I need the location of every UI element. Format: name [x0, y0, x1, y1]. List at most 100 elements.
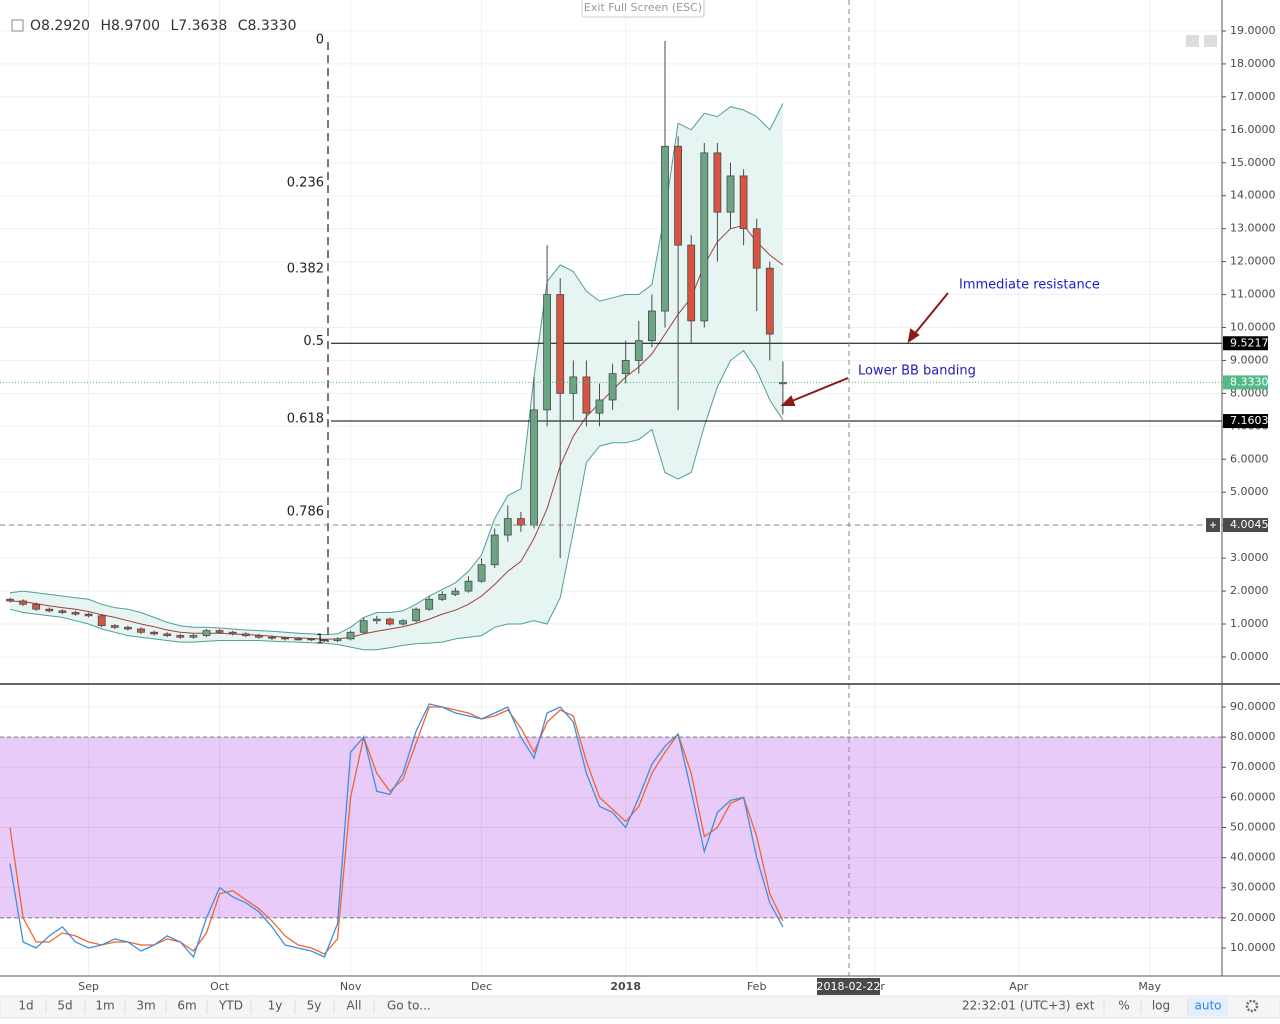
y-tick-label: 16.0000 [1230, 123, 1276, 136]
bb-lower [9, 349, 784, 651]
candle-body [412, 608, 421, 622]
stoch-d [9, 706, 784, 955]
y-tick-label: 10.0000 [1230, 941, 1276, 954]
candle-body [45, 608, 54, 612]
ohlc-prefix: L [170, 18, 178, 34]
annotation-arrows [780, 292, 949, 406]
candle-body [752, 228, 761, 269]
range-button[interactable]: 1y [268, 999, 283, 1013]
x-tick-label: Sep [78, 980, 99, 993]
candle-body [19, 600, 28, 605]
fib-label: 0.5 [303, 334, 324, 349]
crosshair-tag-label: 4.0045 [1230, 518, 1269, 531]
range-button[interactable]: 5d [57, 999, 72, 1013]
option-button[interactable]: log [1152, 999, 1170, 1013]
option-active-bg [1188, 998, 1228, 1016]
crosshair-date-tag [817, 978, 880, 995]
price-tag [1223, 414, 1268, 429]
candle-body [359, 620, 368, 633]
settings-icon[interactable] [1245, 999, 1259, 1013]
range-button[interactable]: 5y [307, 999, 322, 1013]
y-tick-label: 19.0000 [1230, 24, 1276, 37]
candle-body [110, 625, 119, 628]
y-tick-label: 5.0000 [1230, 485, 1269, 498]
candle-body [464, 580, 473, 592]
range-button[interactable]: 6m [177, 999, 196, 1013]
range-button[interactable]: 1m [95, 999, 114, 1013]
ohlc-prefix: C [238, 18, 248, 34]
candle-body [477, 564, 486, 582]
candle-body [254, 635, 263, 638]
price-tag-label: 8.3330 [1230, 375, 1269, 388]
candle-body [150, 631, 159, 635]
ohlc-value: 8.3330 [248, 18, 297, 34]
candle-body [84, 613, 93, 617]
y-tick-label: 10.0000 [1230, 320, 1276, 333]
stoch-k [9, 703, 784, 959]
goto-button[interactable]: Go to... [387, 999, 431, 1013]
candle-body [779, 382, 787, 385]
y-tick-label: 40.0000 [1230, 851, 1276, 864]
x-tick-label: Apr [1009, 980, 1029, 993]
option-button[interactable]: auto [1194, 999, 1221, 1013]
option-button[interactable]: ext [1076, 999, 1095, 1013]
y-tick-label: 15.0000 [1230, 156, 1276, 169]
fib-label: 0.786 [287, 504, 324, 519]
y-tick-label: 17.0000 [1230, 90, 1276, 103]
y-tick-label: 18.0000 [1230, 57, 1276, 70]
candle-body [268, 636, 276, 639]
candle-body [176, 635, 185, 638]
candle-body [700, 152, 709, 322]
range-button[interactable]: 1d [18, 999, 33, 1013]
y-tick-label: 6.0000 [1230, 452, 1269, 465]
candle-body [189, 635, 198, 638]
candle-body [163, 633, 172, 636]
candle-body [372, 618, 381, 622]
option-button[interactable]: % [1118, 999, 1129, 1013]
crosshair-plus-icon [1210, 522, 1216, 529]
y-tick-label: 13.0000 [1230, 222, 1276, 235]
toolbar [0, 995, 1280, 1019]
price-tag [1223, 336, 1268, 351]
candle-body [517, 518, 525, 526]
x-tick-label: Feb [747, 980, 766, 993]
scroll-icons[interactable] [1186, 35, 1217, 47]
candle-body [556, 294, 565, 394]
candle-body [202, 630, 211, 636]
candle-body [726, 175, 735, 213]
price-tag-label: 9.5217 [1230, 336, 1269, 349]
candle-body [333, 638, 342, 641]
exit-button-label[interactable]: Exit Full Screen (ESC) [584, 1, 702, 14]
price-tag-label: 7.1603 [1230, 414, 1269, 427]
range-button[interactable]: All [347, 999, 362, 1013]
range-button[interactable]: 3m [136, 999, 155, 1013]
symbol-icon [11, 19, 24, 32]
bb-upper [9, 103, 784, 636]
candle-body [425, 598, 434, 610]
y-tick-label: 8.0000 [1230, 386, 1269, 399]
y-tick-label: 30.0000 [1230, 881, 1276, 894]
clock: 22:32:01 (UTC+3) [962, 999, 1071, 1013]
candle-body [385, 618, 394, 625]
exit-button[interactable] [581, 0, 705, 18]
candle-body [58, 610, 67, 613]
fib-label: 0 [316, 33, 324, 48]
candle-body [97, 615, 106, 627]
candle-body [137, 628, 145, 633]
candle-body [241, 633, 250, 636]
candle-body [215, 630, 224, 633]
ohlc-value: 8.9700 [111, 18, 160, 34]
y-tick-label: 9.0000 [1230, 353, 1269, 366]
annotation: Lower BB banding [858, 364, 976, 379]
candle-body [399, 620, 407, 625]
candle-body [530, 409, 538, 526]
price-tag [1223, 375, 1268, 390]
candle-body [503, 518, 512, 536]
fib-label: 0.618 [287, 412, 324, 427]
y-tick-label: 70.0000 [1230, 760, 1276, 773]
y-tick-label: 11.0000 [1230, 288, 1276, 301]
range-button[interactable]: YTD [218, 999, 243, 1013]
stoch-band [0, 737, 1222, 918]
candle-body [320, 639, 329, 642]
x-tick-label: Oct [210, 980, 230, 993]
